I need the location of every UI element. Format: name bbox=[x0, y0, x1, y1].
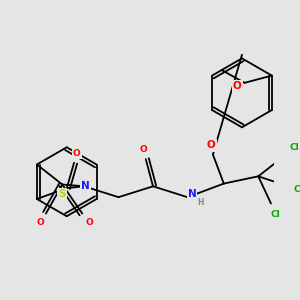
Text: O: O bbox=[37, 218, 44, 227]
Text: H: H bbox=[197, 198, 203, 207]
Text: O: O bbox=[85, 218, 93, 227]
Text: Cl: Cl bbox=[271, 210, 281, 219]
Text: Cl: Cl bbox=[293, 185, 300, 194]
Text: O: O bbox=[139, 146, 147, 154]
Text: O: O bbox=[233, 82, 242, 92]
Text: Cl: Cl bbox=[290, 143, 299, 152]
Text: N: N bbox=[82, 181, 90, 191]
Text: S: S bbox=[58, 189, 66, 199]
Text: O: O bbox=[207, 140, 215, 151]
Text: O: O bbox=[73, 149, 81, 158]
Text: N: N bbox=[188, 189, 197, 199]
